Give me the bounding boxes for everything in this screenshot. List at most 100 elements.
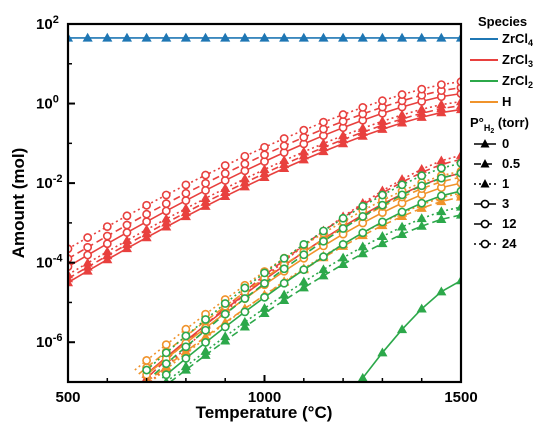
x-axis-title: Temperature (°C) xyxy=(196,403,333,422)
data-point xyxy=(240,151,250,161)
data-point xyxy=(181,180,191,190)
series-ZrCl3-1 xyxy=(68,96,461,279)
data-point xyxy=(82,257,93,267)
data-point xyxy=(142,200,151,210)
data-point xyxy=(82,32,93,42)
data-point xyxy=(161,199,171,209)
data-point xyxy=(299,132,309,142)
data-point xyxy=(142,209,151,219)
data-point xyxy=(319,252,328,262)
data-point xyxy=(239,316,250,326)
data-point xyxy=(220,322,230,332)
data-point xyxy=(417,84,427,94)
data-point xyxy=(377,96,387,106)
series-ZrCl3-12 xyxy=(68,83,461,264)
legend-item-ZrCl2: ZrCl2 xyxy=(502,73,533,90)
series-line xyxy=(153,172,461,375)
series-ZrCl2-3 xyxy=(161,186,461,380)
data-point xyxy=(200,346,211,355)
data-point xyxy=(338,110,348,119)
data-point xyxy=(180,361,191,371)
data-point xyxy=(201,325,210,335)
data-point xyxy=(220,335,231,345)
data-point xyxy=(436,173,446,183)
y-tick-label: 100 xyxy=(36,94,59,113)
data-point xyxy=(200,32,211,42)
data-point xyxy=(298,32,309,42)
legend-marker xyxy=(480,239,490,249)
data-point xyxy=(220,169,230,178)
data-point xyxy=(377,190,387,200)
data-point xyxy=(417,198,427,208)
data-point xyxy=(239,173,250,183)
data-point xyxy=(396,221,408,231)
data-point xyxy=(220,176,230,185)
data-point xyxy=(161,213,172,223)
data-point xyxy=(396,229,408,238)
y-tick-label: 10-2 xyxy=(36,173,62,192)
data-point xyxy=(142,365,151,375)
legend-pressure-title: P°H2 (torr) xyxy=(470,115,529,135)
data-point xyxy=(299,125,309,135)
data-point xyxy=(161,370,171,380)
data-point xyxy=(141,224,152,234)
data-point xyxy=(83,242,93,252)
y-tick-label: 102 xyxy=(36,14,59,33)
series-line xyxy=(169,214,461,382)
legend-item-ZrCl4: ZrCl4 xyxy=(502,31,533,48)
data-point xyxy=(299,250,309,260)
legend: Species ZrCl4 ZrCl3 ZrCl2 H P°H2 (torr)0 0.5 1 3… xyxy=(470,14,533,251)
series-line xyxy=(362,279,461,379)
legend-marker xyxy=(480,199,490,209)
series-ZrCl3-24 xyxy=(68,77,461,254)
data-point xyxy=(220,32,231,42)
data-point xyxy=(436,206,447,216)
data-point xyxy=(279,134,289,143)
y-tick-label: 10-6 xyxy=(36,332,62,351)
data-point xyxy=(220,299,230,308)
data-point xyxy=(201,178,210,188)
data-point xyxy=(417,181,427,191)
series-line xyxy=(68,100,461,276)
data-point xyxy=(298,146,309,156)
data-point xyxy=(102,231,112,241)
data-point xyxy=(161,32,172,42)
legend-marker xyxy=(480,219,490,229)
data-point xyxy=(319,226,328,236)
data-point xyxy=(397,190,407,200)
data-point xyxy=(319,117,328,127)
data-point xyxy=(122,220,132,230)
data-point xyxy=(436,99,447,109)
y-axis-title: Amount (mol) xyxy=(9,148,28,258)
data-point xyxy=(220,161,230,170)
data-point xyxy=(279,32,290,42)
data-point xyxy=(416,220,427,230)
data-point xyxy=(121,32,133,42)
data-point xyxy=(377,116,388,125)
data-point xyxy=(338,224,348,233)
data-point xyxy=(377,200,387,210)
data-point xyxy=(358,212,368,221)
data-point xyxy=(181,188,191,198)
data-point xyxy=(338,130,349,140)
data-point xyxy=(279,264,289,274)
data-point xyxy=(436,32,447,42)
x-ticks: 500 1000 1500 xyxy=(55,375,478,406)
data-point xyxy=(161,190,171,200)
data-point xyxy=(377,347,388,357)
data-point xyxy=(416,303,427,313)
legend-pressure-label: 0.5 xyxy=(502,156,520,171)
data-point xyxy=(83,250,93,260)
data-point xyxy=(201,338,210,347)
legend-pressure-label: 0 xyxy=(502,136,509,151)
data-point xyxy=(102,239,112,249)
data-point xyxy=(181,353,191,363)
data-point xyxy=(260,268,269,278)
data-point xyxy=(279,278,289,288)
data-point xyxy=(357,32,368,42)
data-point xyxy=(358,102,368,112)
data-point xyxy=(396,324,408,334)
legend-item-H: H xyxy=(502,94,511,109)
data-point xyxy=(377,231,388,241)
data-point xyxy=(142,217,151,227)
